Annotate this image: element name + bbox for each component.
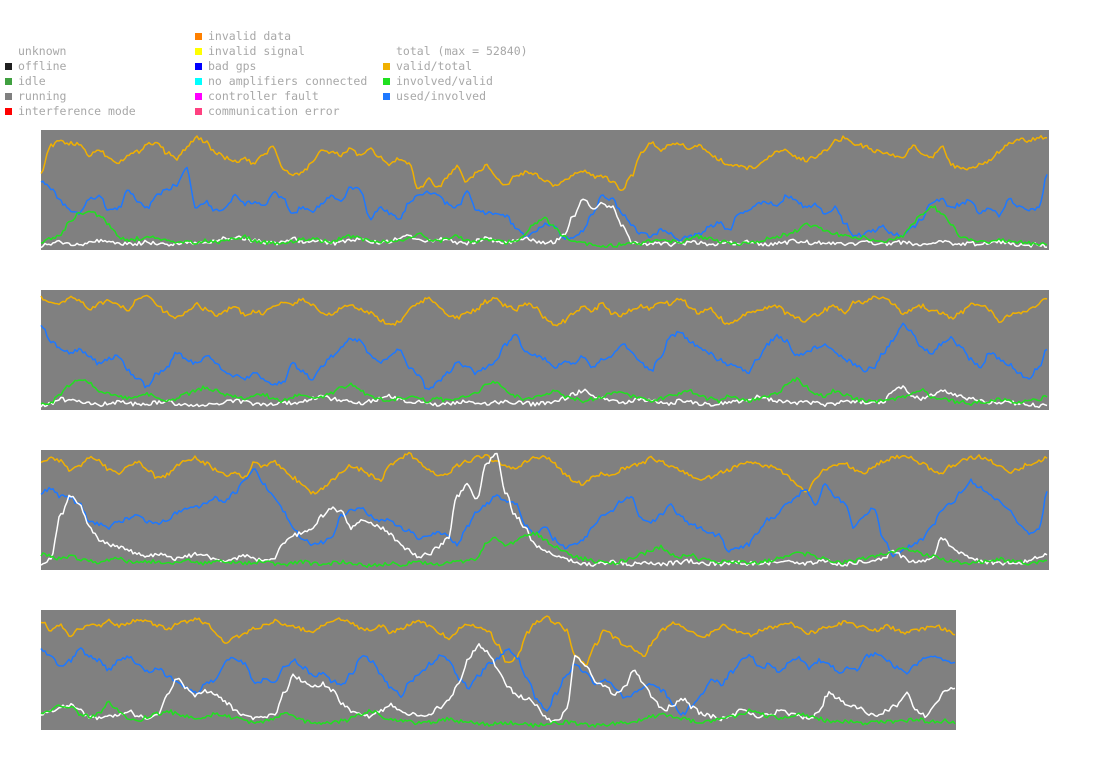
involved-valid-line — [40, 531, 1048, 569]
valid-total-line — [40, 135, 1048, 192]
legend-label: bad gps — [208, 59, 257, 73]
legend-swatch — [383, 63, 390, 70]
involved-valid-line — [40, 700, 956, 728]
plot-background — [41, 130, 1049, 250]
legend-status: unknown offline idle running interference mo… — [5, 44, 185, 124]
involved-valid-line — [40, 377, 1048, 407]
legend-label: unknown — [18, 44, 67, 58]
used-involved-line — [40, 468, 1048, 558]
legend-swatch — [195, 93, 202, 100]
total-line — [40, 385, 1048, 409]
involved-valid-line — [40, 205, 1048, 249]
legend-label: valid/total — [396, 59, 473, 73]
valid-total-line — [40, 615, 956, 666]
legend-swatch — [383, 93, 390, 100]
legend-swatch — [5, 93, 12, 100]
legend-ratios: total (max = 52840) valid/total involved/v… — [383, 44, 553, 109]
strip-chart-4 — [40, 610, 956, 730]
legend-label: total (max = 52840) — [396, 44, 528, 58]
legend-swatch — [195, 48, 202, 55]
legend-swatch — [383, 78, 390, 85]
legend-label: offline — [18, 59, 67, 73]
legend-faults: invalid data invalid signal bad gps no ampl… — [195, 29, 380, 124]
legend-label: invalid signal — [208, 44, 305, 58]
used-involved-line — [40, 647, 956, 716]
legend-label: communication error — [208, 104, 340, 118]
legend-swatch — [195, 33, 202, 40]
valid-total-line — [40, 451, 1048, 495]
legend-label: no amplifiers connected — [208, 74, 368, 88]
legend-label: running — [18, 89, 67, 103]
used-involved-line — [40, 166, 1048, 242]
strip-chart-3 — [40, 450, 1049, 570]
legend-swatch — [195, 108, 202, 115]
legend-swatch — [195, 78, 202, 85]
legend-label: idle — [18, 74, 46, 88]
strip-chart-2 — [40, 290, 1049, 410]
legend-label: invalid data — [208, 29, 292, 43]
legend-label: used/involved — [396, 89, 487, 103]
valid-total-line — [40, 294, 1048, 327]
legend-swatch — [5, 78, 12, 85]
total-line — [40, 643, 956, 723]
plot-background — [41, 450, 1049, 570]
total-line — [40, 452, 1048, 567]
strip-chart-1 — [40, 130, 1049, 250]
legend-label: involved/valid — [396, 74, 493, 88]
legend-swatch — [5, 63, 12, 70]
legend-label: controller fault — [208, 89, 319, 103]
legend-swatch — [5, 108, 12, 115]
used-involved-line — [40, 322, 1048, 391]
legend-label: interference mode — [18, 104, 136, 118]
legend-swatch — [195, 63, 202, 70]
